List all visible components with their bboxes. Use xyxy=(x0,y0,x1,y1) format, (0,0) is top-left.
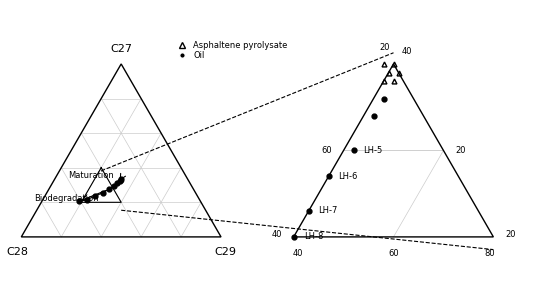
Text: LH-6: LH-6 xyxy=(339,172,358,181)
Text: Biodegradation: Biodegradation xyxy=(35,194,99,203)
Text: Maturation: Maturation xyxy=(68,171,114,181)
Legend: Asphaltene pyrolysate, Oil: Asphaltene pyrolysate, Oil xyxy=(171,37,291,64)
Text: 40: 40 xyxy=(271,230,281,239)
Text: LH-5: LH-5 xyxy=(364,146,383,155)
Text: 20: 20 xyxy=(379,43,389,52)
Text: 60: 60 xyxy=(388,249,399,258)
Text: C27: C27 xyxy=(110,44,132,54)
Text: 60: 60 xyxy=(321,146,332,155)
Text: C28: C28 xyxy=(6,247,28,257)
Text: 40: 40 xyxy=(402,47,412,56)
Text: LH-7: LH-7 xyxy=(319,207,338,215)
Text: C29: C29 xyxy=(214,247,236,257)
Text: LH-8: LH-8 xyxy=(304,232,323,242)
Text: 20: 20 xyxy=(456,146,466,155)
Text: 80: 80 xyxy=(484,249,494,258)
Text: 20: 20 xyxy=(505,230,516,239)
Text: 40: 40 xyxy=(293,249,303,258)
